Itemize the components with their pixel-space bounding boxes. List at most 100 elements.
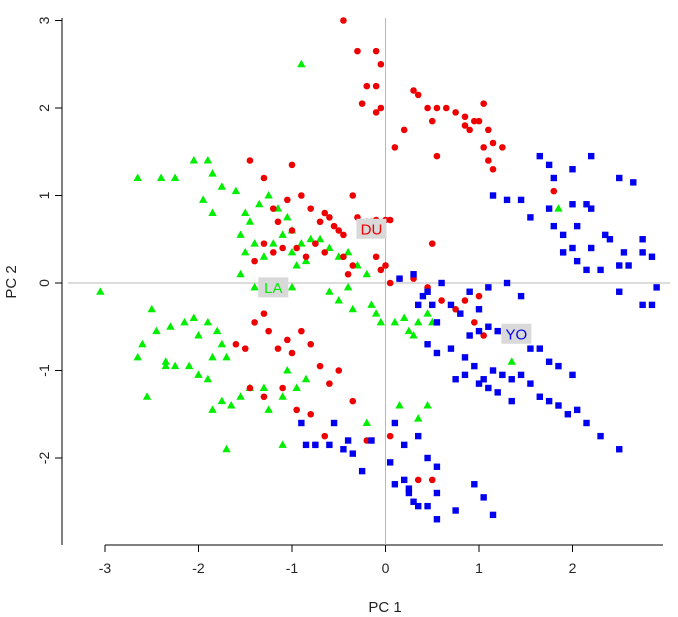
data-point-yo [527,214,534,221]
data-point-yo [312,441,319,449]
data-point-yo [475,327,483,335]
data-point-yo [471,481,478,488]
data-point-la [409,331,418,339]
data-point-yo [503,279,511,287]
data-point-du [485,157,492,164]
data-point-yo [410,498,417,505]
data-point-yo [298,419,305,427]
data-point-du [382,262,389,269]
group-labels: LA DU YO [258,218,532,344]
data-point-du [466,126,473,134]
data-point-du [321,249,329,256]
data-point-la [96,287,105,295]
data-point-yo [494,327,501,335]
data-point-la [334,296,343,304]
data-point-la [343,247,353,256]
data-point-yo [517,196,525,204]
data-point-yo [555,362,562,370]
data-point-la [250,239,259,247]
data-point-yo [616,262,623,269]
data-point-la [278,230,287,238]
data-point-du [335,227,343,234]
data-point-la [213,326,222,335]
data-point-du [433,152,441,160]
data-point-du [349,192,357,199]
data-point-du [400,126,408,134]
data-point-la [208,208,217,216]
data-point-yo [597,266,604,274]
data-point-du [312,240,319,247]
data-point-yo [424,502,431,510]
data-point-yo [461,354,469,361]
data-point-yo [302,441,310,449]
data-point-du [386,432,394,440]
data-point-yo [429,301,436,309]
data-point-la [348,304,357,313]
data-point-du [288,227,296,234]
data-point-du [330,222,338,230]
data-point-la [241,208,250,216]
data-point-yo [573,222,581,230]
data-point-yo [639,249,646,256]
data-point-du [349,262,357,269]
data-point-yo [536,345,543,352]
y-tick-label: -1 [36,364,52,377]
data-point-yo [583,419,590,427]
data-point-du [386,279,394,287]
data-point-yo [597,432,604,440]
data-point-yo [457,310,464,317]
data-point-du [461,297,469,304]
data-point-la [362,418,371,426]
data-point-du [349,397,357,405]
data-point-du [452,109,459,116]
data-point-du [471,319,478,326]
data-point-yo [569,166,576,173]
data-point-du [288,161,296,169]
data-point-la [292,383,301,391]
data-point-yo [573,257,581,265]
data-point-du [260,240,268,247]
data-point-la [194,370,203,378]
data-point-yo [616,288,623,295]
data-point-yo [424,341,431,348]
data-point-du [471,117,478,125]
data-point-yo [424,454,431,462]
data-point-la [189,156,199,164]
data-point-du [274,345,282,352]
data-point-yo [471,362,478,370]
data-point-yo [452,376,459,383]
data-point-du [340,253,347,261]
data-point-yo [391,419,399,427]
data-point-du [363,82,371,90]
data-point-yo [569,371,576,379]
data-point-la [423,401,432,409]
group-label-la: LA [264,280,282,297]
data-point-du [391,144,399,151]
data-point-yo [330,419,338,427]
data-point-yo [326,441,333,449]
data-point-yo [419,292,427,300]
data-point-du [386,216,394,224]
data-point-du [326,214,333,221]
data-point-la [325,287,334,295]
data-point-yo [405,485,413,492]
data-point-yo [602,231,609,239]
data-point-du [480,100,487,107]
data-point-la [142,392,152,400]
data-point-la [222,352,231,361]
data-point-du [279,244,286,252]
data-point-du [288,349,296,357]
data-point-du [246,384,254,392]
data-point-yo [653,284,660,291]
x-tick-label: -2 [192,560,205,576]
data-point-du [307,205,315,212]
data-point-la [404,326,414,335]
data-point-la [306,234,315,243]
data-point-du [550,187,558,195]
data-point-du [293,406,300,414]
data-point-yo [639,236,646,243]
group-label-yo: YO [506,326,528,343]
data-point-la [414,317,423,326]
data-point-yo [415,502,422,510]
y-tick-label: 3 [36,16,52,24]
